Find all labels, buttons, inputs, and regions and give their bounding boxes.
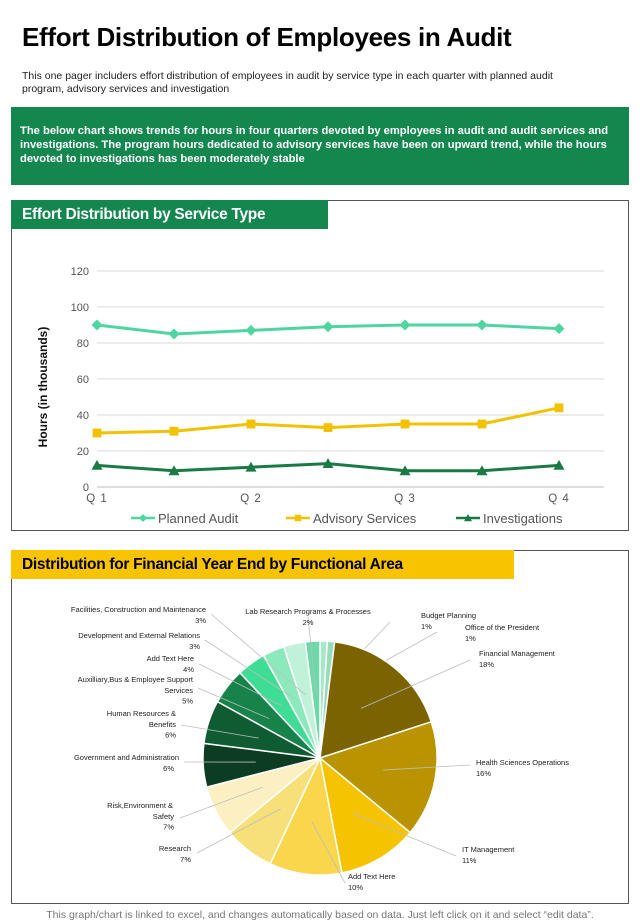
x-tick-label: Q 3 — [394, 493, 416, 505]
data-point — [476, 319, 488, 331]
data-point — [477, 419, 487, 429]
data-point — [169, 426, 179, 436]
legend-label: Investigations — [483, 511, 563, 526]
data-point — [323, 423, 333, 432]
pie-label: Add Text Here 10% — [348, 872, 395, 892]
y-tick-label: 120 — [71, 266, 89, 278]
pie-label: Human Resources & Benefits 6% — [107, 709, 177, 740]
data-point — [245, 461, 257, 472]
pie-label: Government and Administration 6% — [74, 753, 179, 773]
leader-line — [179, 786, 263, 819]
y-tick-label: 80 — [77, 338, 89, 350]
pie-label: Office of the President 1% — [465, 623, 540, 643]
leader-line — [352, 813, 457, 857]
leader-line — [307, 616, 317, 694]
pie-label: Facilities, Construction and Maintenance… — [71, 605, 206, 625]
x-tick-label: Q 2 — [240, 493, 262, 505]
y-tick-label: 20 — [77, 446, 89, 458]
pie-slice — [318, 720, 438, 834]
data-point — [91, 459, 103, 470]
x-tick-label: Q 4 — [548, 493, 570, 505]
y-tick-label: 100 — [71, 302, 89, 314]
pie-label: Budget Planning 1% — [421, 611, 476, 631]
leader-line — [383, 764, 471, 771]
data-point — [400, 419, 410, 429]
line-chart-section-title: Effort Distribution by Service Type — [11, 200, 328, 229]
leader-line — [196, 808, 281, 854]
leader-line — [197, 687, 270, 719]
page-title: Effort Distribution of Employees in Audi… — [22, 22, 512, 52]
legend-label: Planned Audit — [158, 511, 239, 526]
data-point — [246, 419, 256, 429]
data-point — [399, 465, 411, 476]
legend-marker — [464, 514, 472, 522]
data-point — [476, 465, 488, 476]
y-tick-label: 40 — [77, 410, 89, 422]
pie-label: Health Sciences Operations 16% — [476, 758, 569, 778]
y-tick-label: 0 — [83, 482, 89, 494]
data-point — [553, 459, 565, 470]
data-point — [399, 319, 411, 331]
leader-line — [204, 639, 295, 700]
data-point — [322, 458, 334, 468]
y-tick-label: 60 — [77, 374, 89, 386]
pie-label: Lab Research Programs & Processes 2% — [245, 607, 371, 627]
data-point — [91, 319, 103, 331]
pie-slice — [304, 640, 321, 759]
data-point — [553, 323, 565, 335]
data-point — [168, 328, 180, 340]
legend-label: Advisory Services — [313, 511, 417, 526]
series-advisory-services — [92, 403, 564, 438]
pie-label: Add Text Here 4% — [147, 654, 195, 674]
pie-label: Risk,Environment & Safety 7% — [107, 801, 174, 832]
footer-note: This graph/chart is linked to excel, and… — [46, 909, 594, 921]
series-investigations — [91, 458, 565, 476]
leader-line — [311, 821, 346, 884]
summary-banner: The below chart shows trends for hours i… — [11, 107, 629, 185]
data-point — [322, 321, 334, 333]
data-point — [168, 465, 180, 476]
pie-label: IT Management 11% — [462, 845, 515, 865]
series-planned-audit — [91, 319, 565, 340]
data-point — [554, 403, 564, 413]
data-point — [245, 324, 257, 336]
pie-slice — [269, 755, 343, 876]
leader-line — [360, 659, 471, 709]
pie-chart-section-title: Distribution for Financial Year End by F… — [11, 550, 514, 579]
leader-line — [198, 663, 283, 707]
data-point — [92, 428, 102, 438]
leader-line — [180, 724, 259, 739]
pie-label: Auxilliary,Bus & Employee Support Service… — [78, 675, 194, 706]
pie-label: Research 7% — [159, 844, 191, 864]
pie-slice — [318, 756, 412, 874]
pie-label: Financial Management 18% — [479, 649, 556, 669]
leader-line — [210, 613, 307, 696]
page-subtitle: This one pager includers effort distribu… — [22, 70, 553, 95]
x-tick-label: Q 1 — [86, 493, 108, 505]
legend-marker — [139, 514, 147, 522]
pie-label: Development and External Relations 3% — [78, 631, 200, 651]
pie-slice — [319, 641, 433, 760]
y-axis-label: Hours (in thousands) — [36, 327, 50, 448]
legend-marker — [294, 514, 302, 522]
